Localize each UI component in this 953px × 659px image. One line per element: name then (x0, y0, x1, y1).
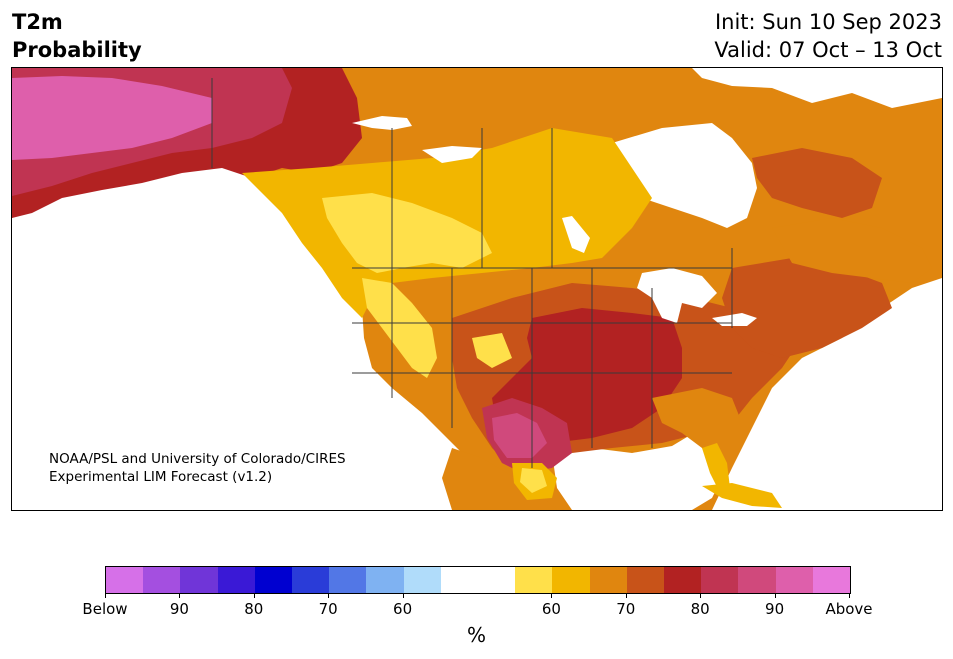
colorbar-tick-mark (328, 593, 330, 598)
colorbar-tick-label: Above (825, 600, 873, 618)
colorbar-tick-label: 80 (690, 600, 710, 618)
lake-winnipeg (562, 216, 590, 253)
great-slave-lake (422, 146, 482, 163)
colorbar (105, 566, 851, 594)
forecast-dates: Init: Sun 10 Sep 2023 Valid: 07 Oct – 13… (714, 8, 942, 64)
colorbar-segment (366, 567, 404, 593)
texas-p90 (492, 413, 547, 458)
rockies-p60 (472, 333, 512, 368)
colorbar-segment (626, 567, 665, 593)
colorbar-segment (106, 567, 144, 593)
hudson-bay (607, 123, 757, 228)
colorbar-segment (329, 567, 367, 593)
units-label: % (466, 623, 486, 647)
west-canada-p60 (322, 193, 492, 273)
map-canvas (12, 68, 942, 510)
colorbar-segment (254, 567, 293, 593)
alaska-p95 (12, 76, 212, 160)
colorbar-segment (701, 567, 739, 593)
great-lakes (637, 268, 717, 323)
chart-title: T2m Probability (12, 8, 142, 64)
colorbar-segment (589, 567, 627, 593)
colorbar-tick-mark (179, 593, 181, 598)
variable-subtitle: Probability (12, 38, 142, 62)
colorbar-segment (403, 567, 441, 593)
credit-line-2: Experimental LIM Forecast (v1.2) (49, 469, 273, 485)
colorbar-segment (217, 567, 255, 593)
credit-line-1: NOAA/PSL and University of Colorado/CIRE… (49, 451, 346, 467)
colorbar-segment (812, 567, 851, 593)
colorbar-segment (775, 567, 813, 593)
atlantic-ocean (712, 278, 942, 510)
colorbar-tick-label: Below (82, 600, 128, 618)
arctic-water (692, 68, 942, 108)
colorbar-tick-label: 90 (765, 600, 785, 618)
colorbar-tick-mark (849, 593, 850, 598)
colorbar-tick-mark (700, 593, 702, 598)
colorbar-tick-mark (774, 593, 776, 598)
colorbar-segment (738, 567, 776, 593)
probability-map (11, 67, 943, 511)
init-date: Init: Sun 10 Sep 2023 (714, 10, 942, 34)
colorbar-tick-mark (551, 593, 553, 598)
colorbar-tick-label: 90 (169, 600, 189, 618)
great-bear-lake (352, 116, 412, 130)
colorbar-tick-label: 60 (541, 600, 561, 618)
colorbar-segment (143, 567, 181, 593)
northeast-p75 (722, 258, 892, 358)
colorbar-tick-mark (625, 593, 627, 598)
political-borders (211, 78, 733, 468)
colorbar-segment (664, 567, 702, 593)
colorbar-segment (180, 567, 218, 593)
colorbar-tick-label: 80 (244, 600, 264, 618)
colorbar-segment (515, 567, 553, 593)
colorbar-tick-mark (402, 593, 404, 598)
east-canada-p75 (752, 148, 882, 218)
quebec-p70 (772, 218, 932, 283)
mexico-p60 (520, 468, 547, 493)
cuba-p65 (702, 483, 782, 508)
florida-p65 (702, 443, 730, 493)
colorbar-tick-label: 70 (616, 600, 636, 618)
colorbar-segment (478, 567, 516, 593)
variable-name: T2m (12, 10, 63, 34)
credit-text: NOAA/PSL and University of Colorado/CIRE… (49, 450, 346, 486)
colorbar-tick-mark (105, 593, 106, 598)
colorbar-segment (552, 567, 590, 593)
colorbar-tick-mark (253, 593, 255, 598)
colorbar-segment (440, 567, 479, 593)
pnw-p60 (362, 278, 437, 378)
colorbar-tick-label: 70 (318, 600, 338, 618)
colorbar-segment (292, 567, 330, 593)
colorbar-tick-label: 60 (393, 600, 413, 618)
valid-period: Valid: 07 Oct – 13 Oct (714, 38, 942, 62)
pacific-ocean (12, 166, 512, 510)
